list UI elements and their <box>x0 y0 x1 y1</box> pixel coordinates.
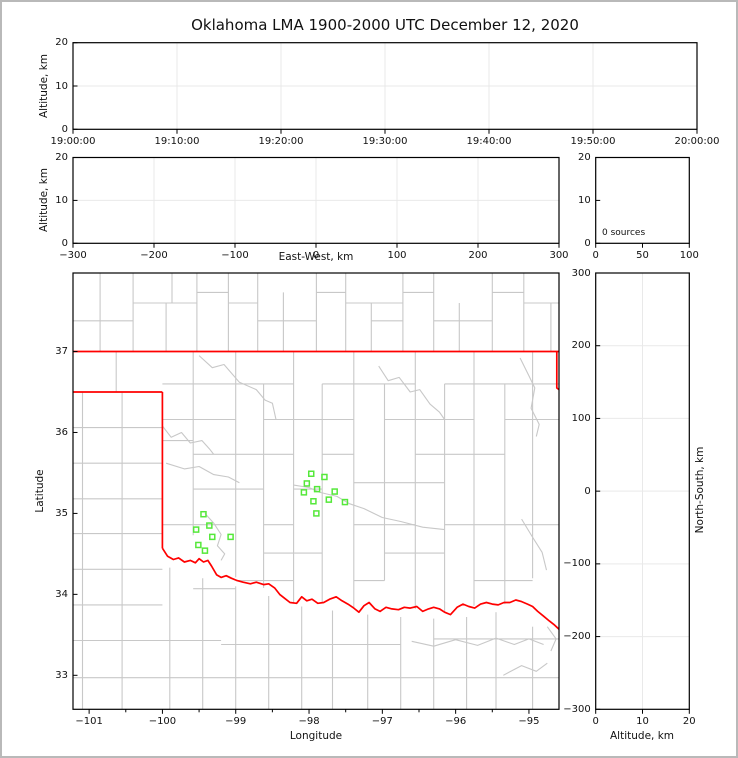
lma-station-marker <box>209 533 216 541</box>
ew_height-y-tick-label: 0 <box>61 237 68 249</box>
ns_height-y-tick-label: −300 <box>563 703 591 715</box>
time_height-x-tick-label: 19:30:00 <box>362 135 408 147</box>
ew_height-y-tick-label: 20 <box>55 152 68 163</box>
time_height-x-tick-label: 19:20:00 <box>258 135 304 147</box>
lma-station-marker <box>195 541 202 549</box>
lma-station-marker <box>192 526 200 533</box>
ew_height-x-tick-label: −300 <box>59 249 87 261</box>
map-x-tick-label: −101 <box>75 715 103 727</box>
lma-station-marker <box>200 510 207 518</box>
histogram-x-tick-label: 0 <box>592 249 599 261</box>
lma-station-marker <box>331 488 338 495</box>
ns_height-y-tick-label: 0 <box>584 485 591 497</box>
ew-height-ylabel: Altitude, km <box>38 167 50 233</box>
ew_height-x-tick-label: −200 <box>140 249 168 261</box>
ew-height-xlabel: East-West, km <box>278 251 354 263</box>
ns_height-x-tick-label: 10 <box>636 715 649 727</box>
plot-title: Oklahoma LMA 1900-2000 UTC December 12, … <box>191 16 579 34</box>
ew_height-x-tick-label: −100 <box>221 249 249 261</box>
map-x-tick-label: −96 <box>445 715 467 727</box>
ew_height-x-tick-label: 300 <box>549 249 569 261</box>
lma-station-marker <box>303 480 311 487</box>
lma-station-marker <box>313 510 320 517</box>
ns_height-x-tick-label: 0 <box>592 715 599 727</box>
lma-station-marker <box>201 547 209 554</box>
time_height-x-tick-label: 20:00:00 <box>674 135 720 147</box>
ew_height-x-tick-label: 200 <box>468 249 488 261</box>
lma-station-marker <box>300 489 308 496</box>
map-layers <box>73 273 559 710</box>
ew_height-x-tick-label: 0 <box>312 249 320 261</box>
map-x-tick-label: −99 <box>225 715 247 727</box>
map-y-tick-label: 36 <box>55 426 68 438</box>
map-x-tick-label: −95 <box>518 715 540 727</box>
ns_height-y-tick-label: 300 <box>571 267 591 279</box>
ns_height-y-tick-label: −100 <box>563 558 591 570</box>
lma-station-marker <box>206 522 213 529</box>
lma-station-marker <box>321 473 328 481</box>
ns-height-ylabel: North-South, km <box>694 446 706 534</box>
histogram-panel-border <box>595 156 690 244</box>
time_height-y-tick-label: 0 <box>61 123 68 135</box>
map-panel-border <box>72 272 560 710</box>
state-border-and-red-river <box>73 350 559 630</box>
ew_height-panel-border <box>72 156 560 244</box>
ns_height-y-tick-label: −200 <box>563 631 591 643</box>
time_height-panel-border <box>72 42 698 130</box>
lma-stations <box>192 470 349 554</box>
lma-station-marker <box>341 498 349 506</box>
time_height-x-tick-label: 19:10:00 <box>154 135 200 147</box>
map-x-tick-label: −97 <box>371 715 393 727</box>
histogram-source-count: 0 sources <box>602 228 646 238</box>
map-y-tick-label: 34 <box>55 588 68 600</box>
map-y-tick-label: 35 <box>55 507 68 519</box>
time_height-x-tick-label: 19:50:00 <box>570 135 616 147</box>
histogram-x-tick-label: 100 <box>679 249 699 261</box>
map-y-tick-label: 33 <box>55 669 68 681</box>
time_height-y-tick-label: 10 <box>55 80 68 92</box>
map-ylabel: Latitude <box>34 469 46 513</box>
lma-station-marker <box>325 496 333 503</box>
histogram-y-tick-label: 0 <box>584 237 591 249</box>
time_height-x-tick-label: 19:00:00 <box>50 135 96 147</box>
county-boundaries <box>73 273 559 710</box>
histogram-x-tick-label: 50 <box>636 249 649 261</box>
time_height-x-tick-label: 19:40:00 <box>466 135 512 147</box>
ns-height-xlabel: Altitude, km <box>609 730 675 742</box>
time_height-y-tick-label: 20 <box>55 37 68 49</box>
ns_height-panel-border <box>595 272 690 710</box>
map-x-tick-label: −98 <box>298 715 320 727</box>
map-y-tick-label: 37 <box>55 346 68 358</box>
ns_height-y-tick-label: 100 <box>571 412 591 424</box>
map-x-tick-label: −100 <box>148 715 177 727</box>
lma-station-marker <box>310 498 317 505</box>
ew_height-x-tick-label: 100 <box>387 249 407 261</box>
histogram-y-tick-label: 20 <box>577 152 591 163</box>
time-height-ylabel: Altitude, km <box>38 53 50 119</box>
ns_height-y-tick-label: 200 <box>571 340 591 352</box>
ew_height-y-tick-label: 10 <box>55 194 68 206</box>
lma-station-marker <box>227 533 234 541</box>
map-xlabel: Longitude <box>289 730 343 742</box>
ns_height-x-tick-label: 20 <box>682 715 696 727</box>
lma-station-marker <box>307 470 315 477</box>
histogram-y-tick-label: 10 <box>577 194 591 206</box>
lma-station-marker <box>313 485 321 493</box>
